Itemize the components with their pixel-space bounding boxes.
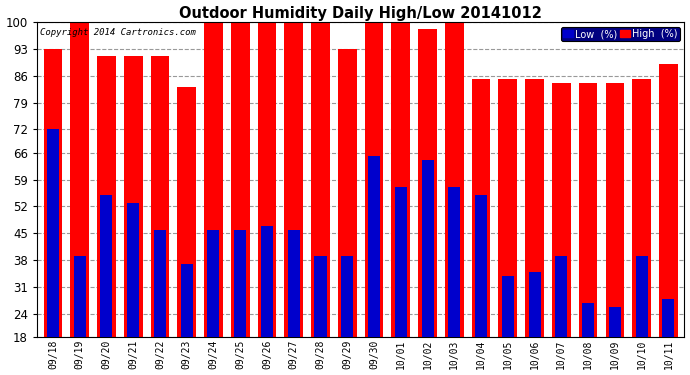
Bar	[257, 22, 276, 375]
Bar	[502, 276, 514, 375]
Bar	[552, 83, 571, 375]
Bar	[364, 22, 384, 375]
Bar	[342, 256, 353, 375]
Bar	[150, 56, 169, 375]
Title: Outdoor Humidity Daily High/Low 20141012: Outdoor Humidity Daily High/Low 20141012	[179, 6, 542, 21]
Bar	[498, 80, 518, 375]
Bar	[315, 256, 326, 375]
Bar	[632, 80, 651, 375]
Text: Copyright 2014 Cartronics.com: Copyright 2014 Cartronics.com	[40, 28, 196, 37]
Bar	[525, 80, 544, 375]
Bar	[177, 87, 196, 375]
Bar	[154, 230, 166, 375]
Bar	[311, 22, 330, 375]
Bar	[100, 195, 112, 375]
Bar	[418, 29, 437, 375]
Legend: Low  (%), High  (%): Low (%), High (%)	[561, 27, 680, 42]
Bar	[43, 49, 62, 375]
Bar	[97, 56, 116, 375]
Bar	[127, 202, 139, 375]
Bar	[448, 187, 460, 375]
Bar	[582, 303, 594, 375]
Bar	[422, 160, 433, 375]
Bar	[70, 22, 89, 375]
Bar	[338, 49, 357, 375]
Bar	[261, 226, 273, 375]
Bar	[231, 22, 250, 375]
Bar	[472, 80, 491, 375]
Bar	[579, 83, 598, 375]
Bar	[234, 230, 246, 375]
Bar	[47, 129, 59, 375]
Bar	[288, 230, 299, 375]
Bar	[284, 22, 303, 375]
Bar	[475, 195, 487, 375]
Bar	[391, 22, 410, 375]
Bar	[395, 187, 407, 375]
Bar	[368, 156, 380, 375]
Bar	[181, 264, 193, 375]
Bar	[445, 22, 464, 375]
Bar	[662, 299, 674, 375]
Bar	[635, 256, 648, 375]
Bar	[659, 64, 678, 375]
Bar	[74, 256, 86, 375]
Bar	[555, 256, 567, 375]
Bar	[609, 306, 621, 375]
Bar	[529, 272, 540, 375]
Bar	[204, 22, 223, 375]
Bar	[124, 56, 143, 375]
Bar	[606, 83, 624, 375]
Bar	[208, 230, 219, 375]
